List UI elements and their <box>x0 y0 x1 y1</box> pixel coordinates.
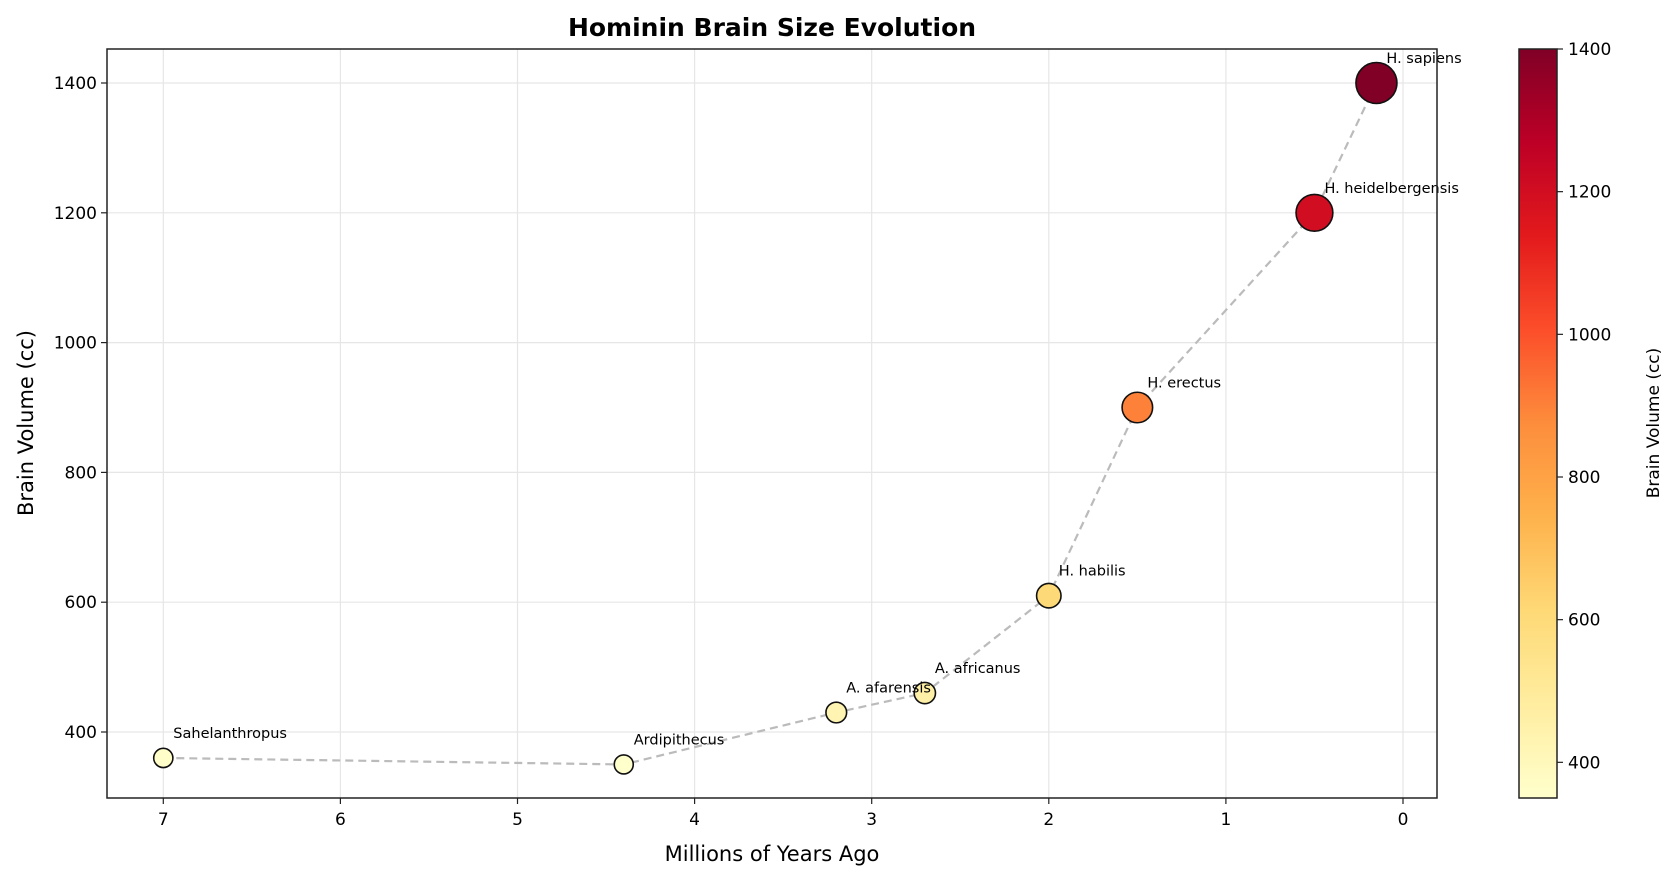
data-point-marker <box>613 754 635 775</box>
point-label: A. afarensis <box>846 681 931 697</box>
colorbar-label: Brain Volume (cc) <box>1644 348 1664 499</box>
point-label: Sahelanthropus <box>173 726 287 742</box>
y-tick-label: 400 <box>65 723 97 743</box>
plot-frame <box>106 48 1438 799</box>
y-axis-ticks: 400 600 800 1000 1200 1400 <box>54 74 107 743</box>
colorbar-tick-label: 400 <box>1568 753 1600 773</box>
x-axis-ticks: 7 6 5 4 3 2 1 0 <box>158 798 1409 830</box>
x-tick-label: 4 <box>689 810 700 830</box>
colorbar-tick-label: 1200 <box>1568 183 1611 203</box>
data-point-marker <box>825 701 848 724</box>
colorbar-tick-label: 800 <box>1568 468 1600 488</box>
data-point-marker <box>1035 582 1062 609</box>
y-tick-label: 1400 <box>54 74 97 94</box>
y-tick-label: 800 <box>65 463 97 483</box>
point-label: H. sapiens <box>1386 51 1461 67</box>
data-point-marker <box>1295 193 1334 233</box>
data-point-marker <box>913 681 937 705</box>
colorbar-tick-label: 600 <box>1568 611 1600 631</box>
x-axis-label: Millions of Years Ago <box>665 842 880 866</box>
x-tick-label: 6 <box>335 810 346 830</box>
y-axis-label: Brain Volume (cc) <box>14 330 38 516</box>
x-tick-label: 2 <box>1043 810 1054 830</box>
colorbar: 400 600 800 1000 1200 1400 Brain Volume (cc) <box>1518 40 1664 799</box>
x-tick-label: 1 <box>1220 810 1231 830</box>
colorbar-tick-label: 1000 <box>1568 325 1611 345</box>
point-label: H. erectus <box>1147 376 1221 392</box>
point-label: H. habilis <box>1059 564 1126 580</box>
colorbar-gradient <box>1518 48 1558 799</box>
data-point-marker <box>1355 61 1398 105</box>
data-point-marker <box>152 747 174 769</box>
x-tick-label: 0 <box>1398 810 1409 830</box>
x-tick-label: 5 <box>512 810 523 830</box>
point-label: Ardipithecus <box>634 732 725 748</box>
grid-lines <box>107 49 1437 798</box>
x-tick-label: 7 <box>158 810 169 830</box>
y-tick-label: 600 <box>65 593 97 613</box>
data-point-marker <box>1121 391 1154 424</box>
colorbar-tick-label: 1400 <box>1568 40 1611 60</box>
colorbar-ticks: 400 600 800 1000 1200 1400 <box>1557 40 1611 773</box>
trend-connector-line <box>163 82 1378 766</box>
chart-title: Hominin Brain Size Evolution <box>568 13 976 42</box>
y-tick-label: 1000 <box>54 334 97 354</box>
point-label: H. heidelbergensis <box>1324 181 1458 197</box>
x-tick-label: 3 <box>866 810 877 830</box>
y-tick-label: 1200 <box>54 204 97 224</box>
point-label: A. africanus <box>935 661 1021 677</box>
data-points <box>152 61 1398 775</box>
point-annotations: Sahelanthropus Ardipithecus A. afarensisA.… <box>173 51 1461 748</box>
dashed-connector <box>163 82 1378 766</box>
